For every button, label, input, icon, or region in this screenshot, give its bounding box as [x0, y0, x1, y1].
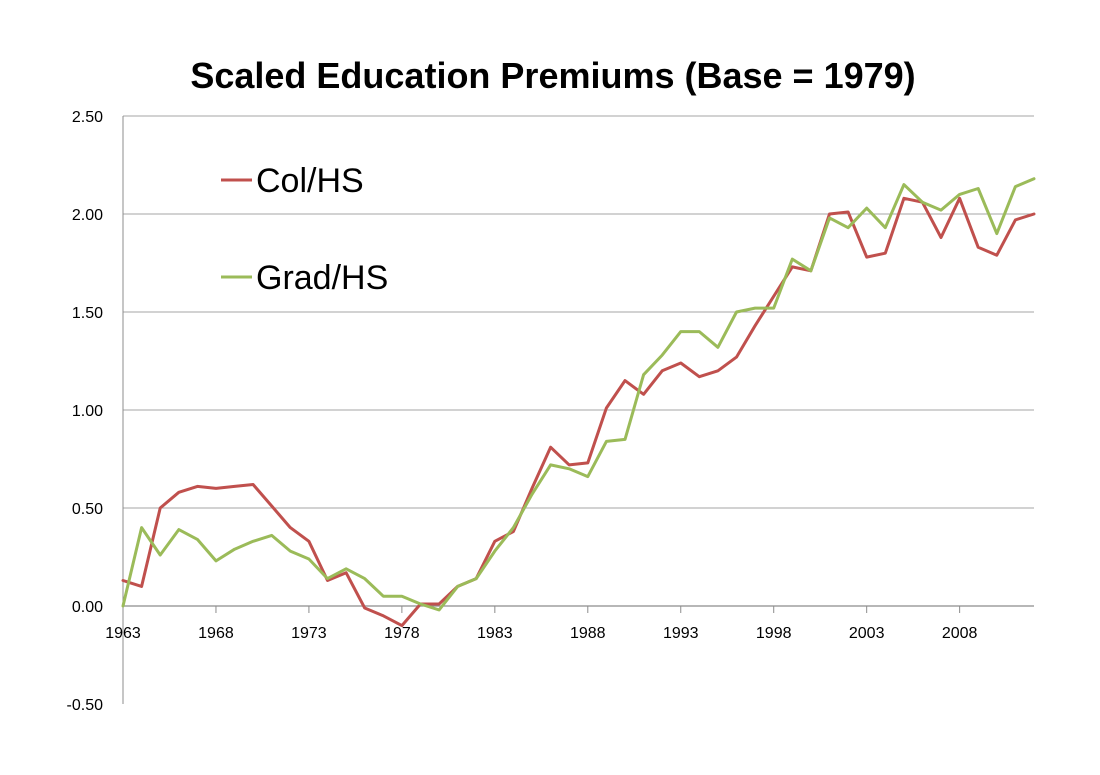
x-tick-label: 2003 — [849, 625, 885, 642]
series-layer — [121, 177, 1036, 628]
chart-title: Scaled Education Premiums (Base = 1979) — [190, 55, 915, 96]
x-tick-label: 1988 — [570, 625, 606, 642]
x-tick-label: 1963 — [105, 625, 141, 642]
legend-label: Col/HS — [256, 162, 364, 200]
y-tick-label: 0.50 — [72, 501, 103, 518]
series-line-grad-hs — [121, 177, 1036, 612]
x-tick-label: 1998 — [756, 625, 792, 642]
y-tick-label: -0.50 — [67, 697, 104, 714]
legend: Col/HS Grad/HS — [221, 162, 388, 297]
y-tick-label: 1.00 — [72, 403, 103, 420]
x-tick-label: 1983 — [477, 625, 513, 642]
y-tick-label: 2.50 — [72, 109, 103, 126]
legend-label: Grad/HS — [256, 259, 388, 297]
y-tick-label: 0.00 — [72, 599, 103, 616]
x-tick-label: 1968 — [198, 625, 234, 642]
y-tick-label: 2.00 — [72, 207, 103, 224]
y-tick-label: 1.50 — [72, 305, 103, 322]
y-axis-ticks: 2.50 2.00 1.50 1.00 0.50 0.00 -0.50 — [67, 109, 104, 714]
x-axis-ticks: 1963 1968 1973 1978 1983 1988 1993 1998 2003 2008 — [105, 606, 978, 642]
series-line-col-hs — [121, 196, 1036, 628]
x-tick-label: 2008 — [942, 625, 978, 642]
x-tick-label: 1973 — [291, 625, 327, 642]
x-tick-label: 1978 — [384, 625, 420, 642]
x-tick-label: 1993 — [663, 625, 699, 642]
